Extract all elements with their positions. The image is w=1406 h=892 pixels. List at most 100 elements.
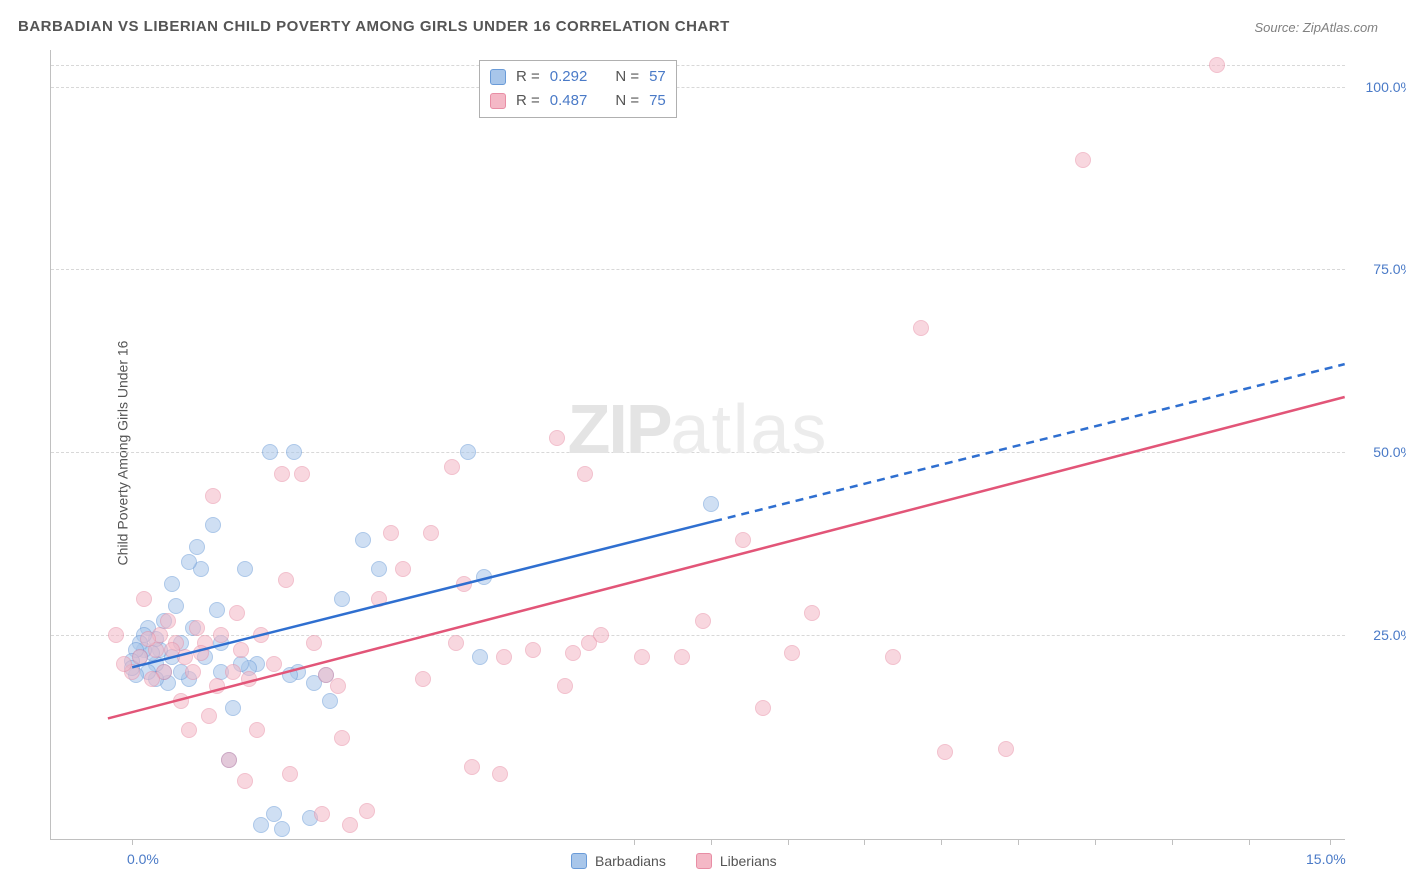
gridline [51,269,1345,270]
scatter-point [334,591,350,607]
scatter-point [249,722,265,738]
scatter-point [253,817,269,833]
scatter-point [209,678,225,694]
legend-R-value: 0.292 [550,65,588,89]
scatter-point [557,678,573,694]
gridline [51,452,1345,453]
legend-R-value: 0.487 [550,89,588,113]
scatter-point [173,693,189,709]
scatter-point [274,466,290,482]
scatter-point [314,806,330,822]
scatter-point [460,444,476,460]
scatter-point [132,649,148,665]
x-tick-label: 15.0% [1306,851,1346,867]
watermark: ZIPatlas [568,389,829,469]
legend-swatch [571,853,587,869]
x-tick [132,839,133,845]
scatter-point [784,645,800,661]
x-tick [1018,839,1019,845]
legend-swatch [490,93,506,109]
bottom-legend-label: Liberians [720,853,777,869]
legend-swatch [696,853,712,869]
scatter-point [634,649,650,665]
scatter-point [885,649,901,665]
scatter-point [937,744,953,760]
scatter-point [355,532,371,548]
x-tick-label: 0.0% [127,851,159,867]
scatter-point [181,722,197,738]
scatter-point [286,444,302,460]
scatter-point [804,605,820,621]
gridline [51,635,1345,636]
scatter-point [189,539,205,555]
scatter-point [185,664,201,680]
scatter-point [456,576,472,592]
x-tick [788,839,789,845]
x-tick [1172,839,1173,845]
y-tick-label: 25.0% [1353,627,1406,643]
x-tick [1330,839,1331,845]
scatter-point [294,466,310,482]
scatter-point [189,620,205,636]
scatter-point [342,817,358,833]
gridline [51,65,1345,66]
scatter-point [233,642,249,658]
scatter-point [225,700,241,716]
scatter-point [306,635,322,651]
scatter-point [253,627,269,643]
chart-title: BARBADIAN VS LIBERIAN CHILD POVERTY AMON… [18,18,730,35]
stat-legend-row: R = 0.292 N = 57 [490,65,666,89]
scatter-point [476,569,492,585]
scatter-point [209,602,225,618]
scatter-point [282,766,298,782]
scatter-point [282,667,298,683]
legend-N-value: 75 [649,89,666,113]
plot-area: ZIPatlas R = 0.292 N = 57 R = 0.487 N = … [50,50,1345,840]
x-tick [634,839,635,845]
stat-legend: R = 0.292 N = 57 R = 0.487 N = 75 [479,60,677,118]
scatter-point [998,741,1014,757]
x-tick [941,839,942,845]
scatter-point [160,613,176,629]
scatter-point [464,759,480,775]
scatter-point [237,773,253,789]
legend-swatch [490,69,506,85]
legend-N-value: 57 [649,65,666,89]
bottom-legend-item: Barbadians [571,853,666,869]
watermark-atlas: atlas [671,390,829,468]
scatter-point [577,466,593,482]
scatter-point [395,561,411,577]
scatter-point [492,766,508,782]
scatter-point [136,591,152,607]
scatter-point [371,561,387,577]
legend-N-label: N = [615,89,639,113]
scatter-point [444,459,460,475]
y-tick-label: 100.0% [1353,79,1406,95]
scatter-point [565,645,581,661]
bottom-legend: Barbadians Liberians [571,853,777,869]
scatter-point [371,591,387,607]
trend-lines-layer [51,50,1345,839]
scatter-point [205,488,221,504]
scatter-point [674,649,690,665]
legend-R-label: R = [516,65,540,89]
y-tick-label: 75.0% [1353,261,1406,277]
bottom-legend-item: Liberians [696,853,777,869]
scatter-point [266,656,282,672]
scatter-point [181,554,197,570]
bottom-legend-label: Barbadians [595,853,666,869]
source-label: Source: ZipAtlas.com [1254,20,1378,35]
legend-R-label: R = [516,89,540,113]
scatter-point [205,517,221,533]
scatter-point [448,635,464,651]
scatter-point [168,598,184,614]
y-tick-label: 50.0% [1353,444,1406,460]
scatter-point [229,605,245,621]
scatter-point [201,708,217,724]
legend-N-label: N = [615,65,639,89]
scatter-point [241,671,257,687]
scatter-point [262,444,278,460]
scatter-point [755,700,771,716]
scatter-point [913,320,929,336]
scatter-point [581,635,597,651]
